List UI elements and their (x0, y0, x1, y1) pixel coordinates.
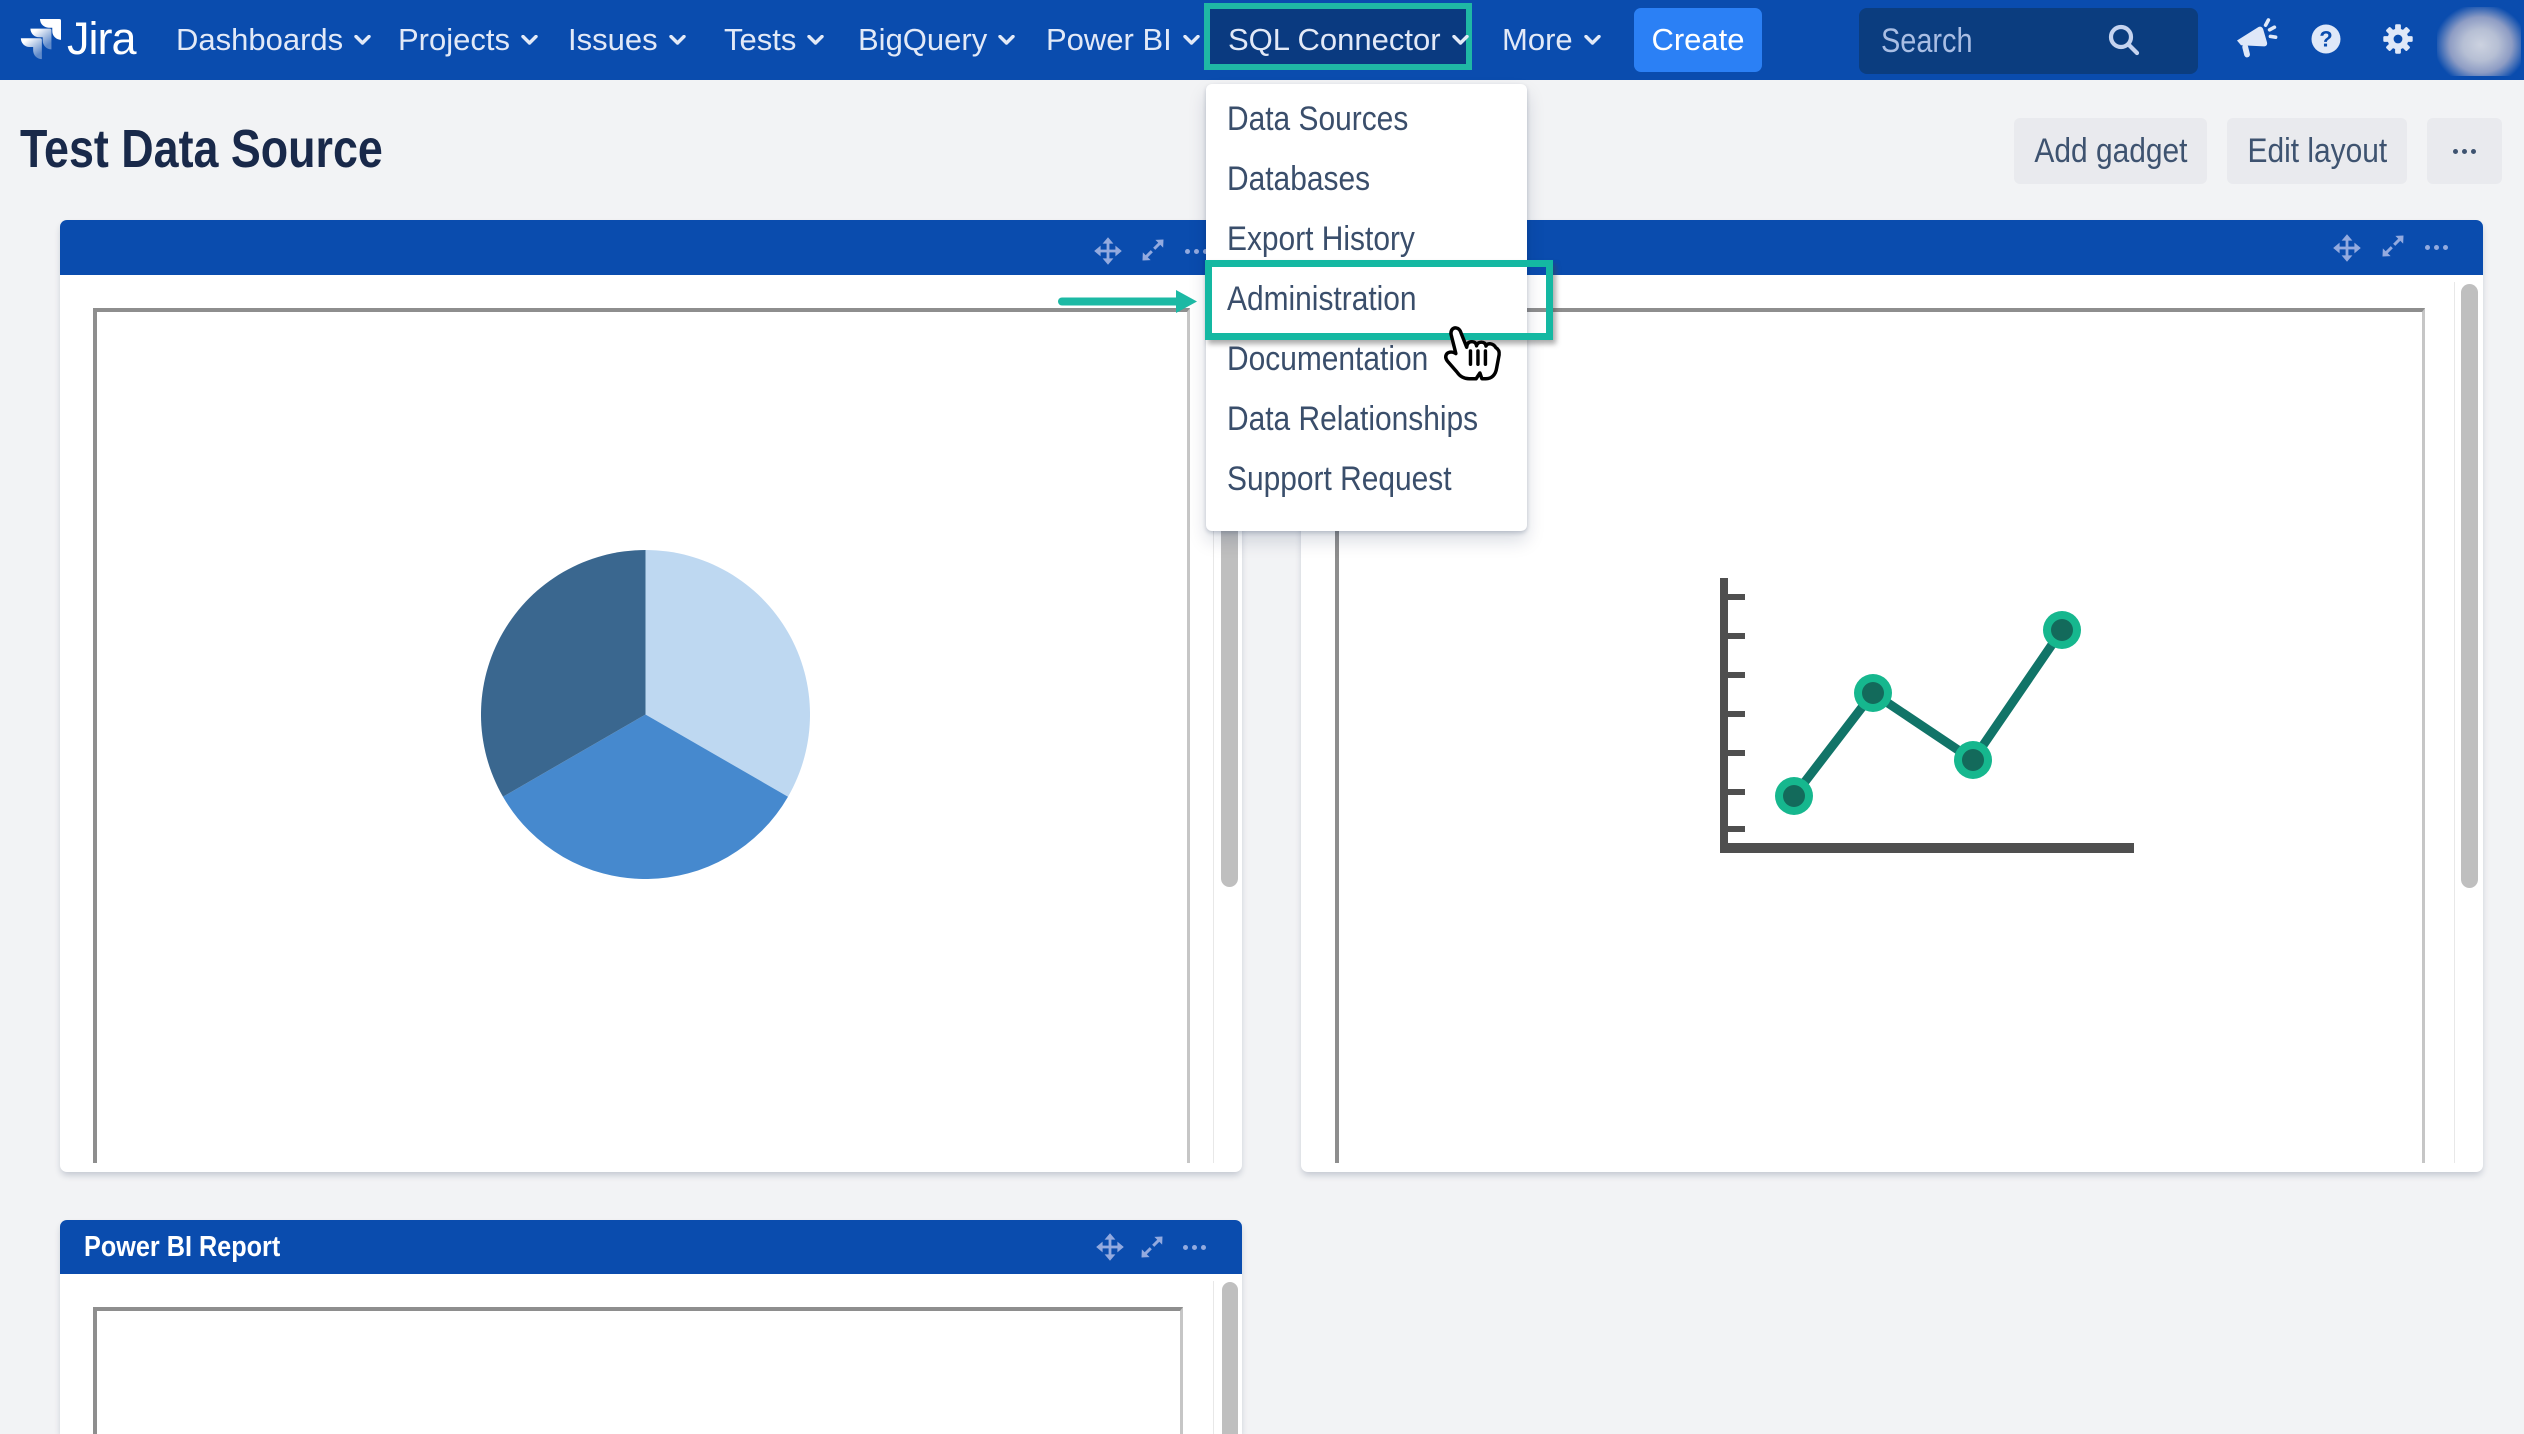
svg-text:?: ? (2319, 27, 2332, 52)
